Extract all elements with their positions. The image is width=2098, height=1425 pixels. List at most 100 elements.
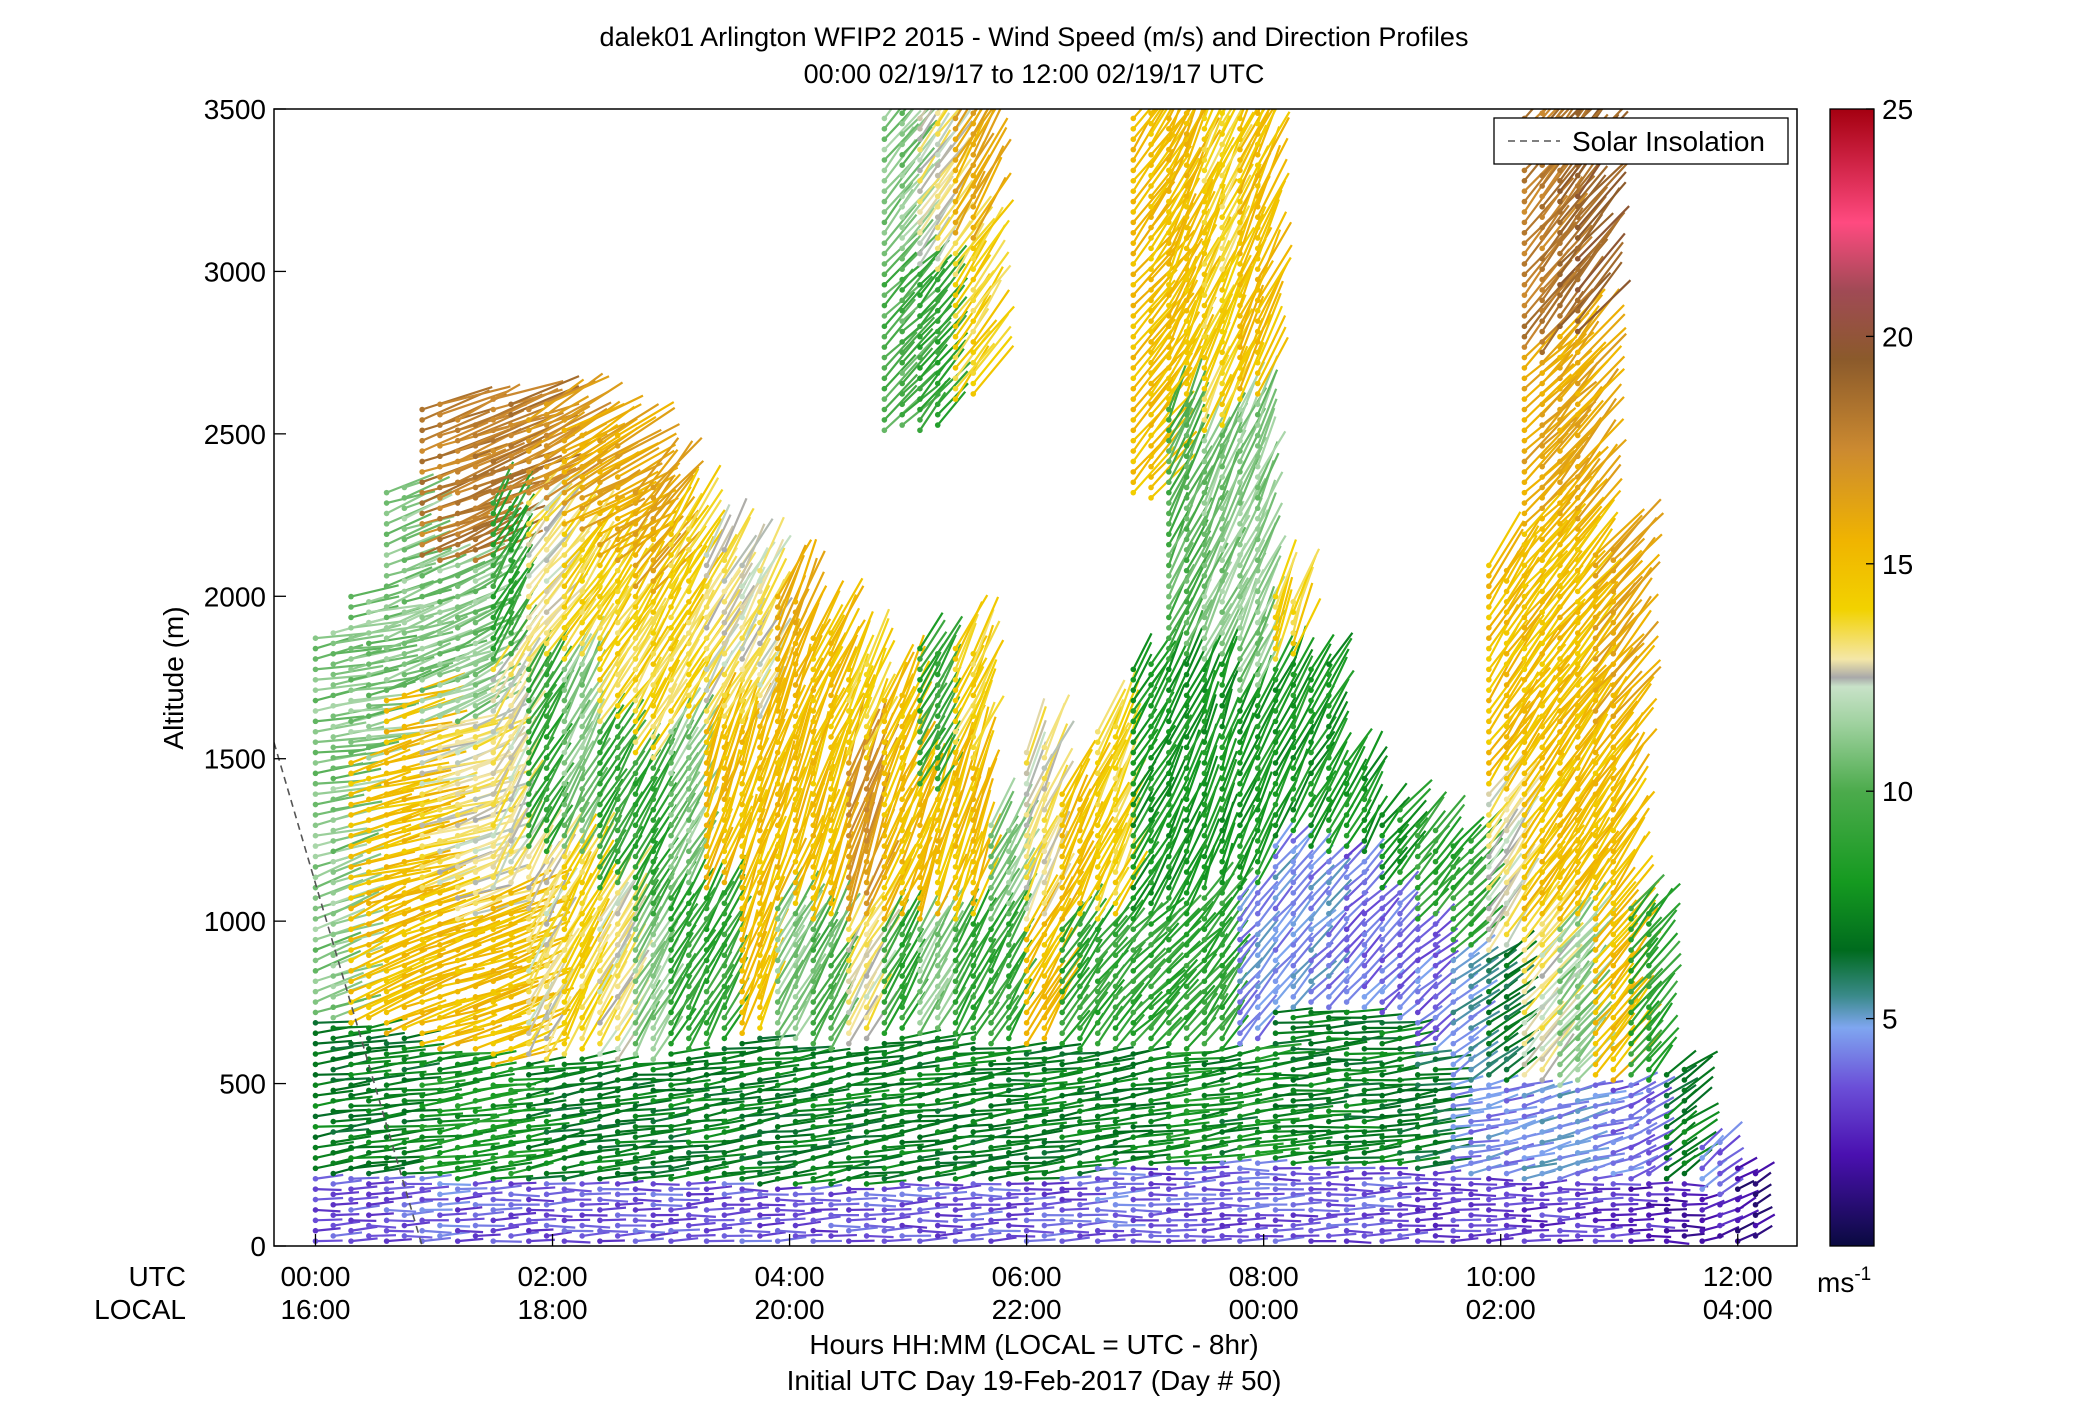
wind-barb-p1-c0-a303 bbox=[348, 1145, 389, 1151]
wind-barb-p0-c0-a111 bbox=[313, 1207, 341, 1213]
wind-barb-p1-c0-a15 bbox=[348, 1238, 377, 1244]
wind-barb-p11-c0-a47 bbox=[704, 1228, 732, 1234]
wind-barb-p1-c0-a143 bbox=[348, 1197, 378, 1203]
wind-barb-p8-c0-a111 bbox=[597, 1207, 626, 1213]
wind-barb-p1-c1-a95 bbox=[366, 1212, 394, 1218]
wind-barb-p9-c1-a191 bbox=[650, 1181, 679, 1187]
wind-barb-p4-c0-a111 bbox=[455, 1207, 482, 1213]
wind-barb-p4-c1-a95 bbox=[473, 1212, 504, 1218]
wind-barb-p5-c0-a79 bbox=[490, 1217, 518, 1223]
wind-barb-p5-c0-a175 bbox=[490, 1186, 521, 1192]
wind-barb-p5-c1-a191 bbox=[508, 1181, 536, 1187]
wind-barb-p7-c0-a175 bbox=[562, 1186, 592, 1192]
wind-barb-p3-c0-a47 bbox=[419, 1228, 451, 1234]
wind-barb-p7-c0-a143 bbox=[562, 1197, 592, 1203]
wind-barb-p3-c0-a79 bbox=[419, 1218, 448, 1224]
wind-barb-p7-c0-a111 bbox=[562, 1207, 593, 1213]
wind-barb-p9-c0-a79 bbox=[633, 1218, 663, 1224]
wind-barb-p6-c0-a15 bbox=[526, 1238, 555, 1244]
wind-barbs-layer bbox=[313, 52, 1775, 1244]
wind-profile-chart: dalek01 Arlington WFIP2 2015 - Wind Spee… bbox=[0, 0, 2098, 1425]
wind-barb-p7-c1-a63 bbox=[579, 1223, 610, 1229]
wind-barb-p8-c1-a95 bbox=[615, 1212, 646, 1218]
wind-barb-p10-c0-a79 bbox=[668, 1218, 696, 1224]
wind-barb-p9-c0-a143 bbox=[633, 1197, 662, 1203]
wind-barb-p10-c1-a63 bbox=[686, 1223, 716, 1229]
wind-barb-p7-c1-a127 bbox=[579, 1202, 609, 1208]
wind-barb-p11-c0-a175 bbox=[704, 1186, 732, 1192]
wind-barb-p11-c0-a111 bbox=[704, 1207, 734, 1213]
wind-barb-p0-c0-a207 bbox=[313, 1175, 344, 1182]
wind-barb-p7-c0-a47 bbox=[562, 1228, 594, 1234]
wind-barb-p4-c1-a191 bbox=[473, 1181, 502, 1187]
wind-barb-p4-c0-a79 bbox=[455, 1218, 485, 1224]
wind-barb-p6-c0-a47 bbox=[526, 1228, 553, 1234]
wind-barb-p0-c0-a15 bbox=[313, 1238, 343, 1244]
wind-barb-p5-c1-a95 bbox=[508, 1212, 536, 1218]
wind-barb-p8-c1-a191 bbox=[615, 1181, 644, 1187]
wind-barb-p1-c1-a159 bbox=[366, 1192, 394, 1198]
wind-barb-p3-c1-a63 bbox=[437, 1223, 470, 1229]
wind-barb-p5-c0-a15 bbox=[490, 1238, 521, 1244]
wind-barb-p1-c1-a31 bbox=[366, 1233, 396, 1239]
wind-barb-p8-c1-a63 bbox=[615, 1223, 646, 1229]
wind-barb-p8-c1-a127 bbox=[615, 1202, 643, 1208]
wind-barb-p1-c1-a191 bbox=[366, 1181, 394, 1187]
wind-barb-p2-c0-a2287 bbox=[384, 491, 435, 506]
wind-barb-p2-c1-a383 bbox=[402, 1119, 441, 1125]
wind-barb-p2-c1-a31 bbox=[402, 1233, 433, 1239]
wind-barb-p5-c0-a143 bbox=[490, 1197, 521, 1203]
wind-barb-p9-c0-a15 bbox=[633, 1238, 664, 1244]
wind-barb-p10-c0-a47 bbox=[668, 1228, 700, 1234]
wind-barb-p2-c0-a207 bbox=[384, 1176, 415, 1182]
wind-barb-p6-c1-a63 bbox=[544, 1223, 575, 1229]
wind-barb-p3-c0-a143 bbox=[419, 1197, 448, 1203]
wind-barb-p2-c0-a79 bbox=[384, 1218, 414, 1224]
wind-barb-p2-c1-a63 bbox=[402, 1222, 430, 1228]
wind-barb-p1-c0-a207 bbox=[348, 1176, 379, 1182]
wind-barb-p2-c1-a191 bbox=[402, 1181, 432, 1187]
wind-barb-p0-c1-a127 bbox=[330, 1202, 358, 1208]
wind-barb-p2-c0-a47 bbox=[384, 1228, 414, 1234]
wind-barb-p6-c0-a79 bbox=[526, 1218, 556, 1224]
wind-barb-p8-c1-a415 bbox=[615, 1108, 656, 1114]
chart-title: dalek01 Arlington WFIP2 2015 - Wind Spee… bbox=[600, 22, 1469, 52]
wind-barb-p4-c0-a15 bbox=[455, 1238, 483, 1244]
wind-barb-p0-c1-a63 bbox=[330, 1222, 360, 1229]
wind-barb-p6-c0-a111 bbox=[526, 1207, 554, 1213]
wind-barb-p0-c0-a687 bbox=[313, 1020, 352, 1026]
wind-barb-p10-c1-a159 bbox=[686, 1192, 714, 1198]
wind-barb-p9-c0-a111 bbox=[633, 1207, 661, 1213]
wind-barb-p1-c1-a735 bbox=[366, 981, 424, 1010]
wind-barb-p0-c0-a143 bbox=[313, 1197, 343, 1203]
wind-barb-p4-c1-a63 bbox=[473, 1223, 505, 1229]
wind-barb-p9-c1-a95 bbox=[650, 1212, 678, 1218]
wind-barb-p0-c1-a191 bbox=[330, 1180, 361, 1186]
wind-barb-p2-c0-a15 bbox=[384, 1238, 412, 1244]
wind-barb-p0-c0-a527 bbox=[313, 1072, 353, 1078]
wind-barb-p11-c0-a79 bbox=[704, 1218, 735, 1224]
wind-barb-p1-c0-a111 bbox=[348, 1206, 379, 1213]
wind-barb-p7-c1-a31 bbox=[579, 1232, 609, 1239]
wind-barb-p3-c0-a175 bbox=[419, 1186, 449, 1192]
wind-barb-p3-c0-a207 bbox=[419, 1175, 451, 1182]
wind-barb-p9-c1-a127 bbox=[650, 1202, 682, 1208]
wind-barb-p8-c0-a175 bbox=[597, 1186, 629, 1192]
wind-barb-p3-c1-a159 bbox=[437, 1191, 471, 1197]
wind-barb-p2-c1-a127 bbox=[402, 1201, 433, 1208]
wind-barb-p9-c1-a63 bbox=[650, 1222, 678, 1228]
wind-barb-p7-c0-a15 bbox=[562, 1238, 591, 1244]
wind-barb-p1-c1-a63 bbox=[366, 1223, 396, 1229]
wind-barb-p8-c1-a31 bbox=[615, 1232, 645, 1238]
wind-barb-p3-c1-a95 bbox=[437, 1212, 467, 1218]
wind-barb-p11-c0-a15 bbox=[704, 1238, 735, 1244]
wind-barb-p3-c1-a191 bbox=[437, 1181, 471, 1187]
wind-barb-p8-c0-a47 bbox=[597, 1228, 628, 1234]
wind-barb-p6-c0-a175 bbox=[526, 1186, 555, 1192]
wind-barb-p10-c0-a15 bbox=[668, 1238, 698, 1244]
wind-barb-p0-c0-a79 bbox=[313, 1218, 343, 1224]
wind-barb-p11-c0-a143 bbox=[704, 1197, 732, 1203]
wind-barb-p3-c1-a127 bbox=[437, 1202, 470, 1208]
wind-barb-p5-c1-a63 bbox=[508, 1222, 538, 1228]
chart-subtitle: 00:00 02/19/17 to 12:00 02/19/17 UTC bbox=[804, 59, 1265, 89]
